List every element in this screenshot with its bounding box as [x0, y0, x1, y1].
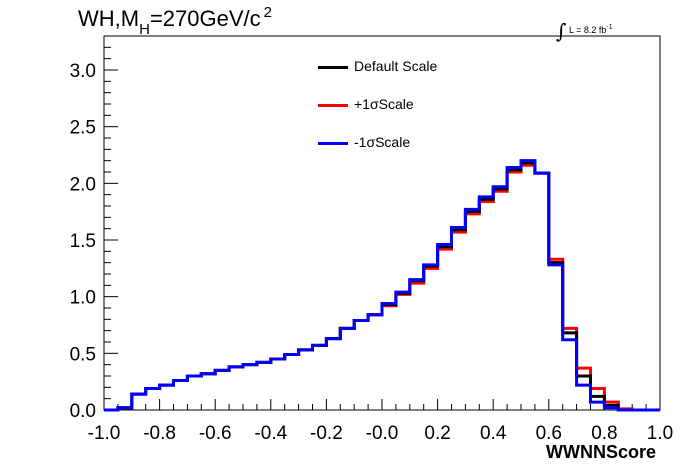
- legend-swatch-default: [318, 66, 348, 69]
- x-tick-label: -0.8: [143, 423, 176, 444]
- y-tick-label: 1.5: [70, 231, 96, 252]
- x-tick-label: -0.2: [310, 423, 343, 444]
- y-tick-label: 0.5: [70, 344, 96, 365]
- title-rest: =270GeV/c: [149, 6, 261, 31]
- y-tick-label: 3.0: [70, 61, 96, 82]
- x-tick-label: 0.8: [591, 423, 617, 444]
- x-axis: -1.0 -0.8 -0.6 -0.4 -0.2 -0.0 0.2 0.4 0.6 0.8 1.0: [88, 399, 673, 444]
- integral-symbol: ∫: [556, 19, 567, 43]
- series-layer: [104, 159, 660, 412]
- legend-label-plus1sigma: +1σScale: [354, 96, 414, 112]
- luminosity-label: ∫ L = 8.2 fb-1: [556, 14, 613, 43]
- x-tick-label: -1.0: [88, 423, 121, 444]
- x-tick-label: -0.4: [254, 423, 287, 444]
- y-tick-label: 2.5: [70, 118, 96, 139]
- series-minus1sigma-scale: [104, 159, 660, 412]
- luminosity-superscript: -1: [606, 24, 613, 31]
- x-tick-label: 0.2: [424, 423, 450, 444]
- y-axis: 0.0 0.5 1.0 1.5 2.0 2.5 3.0: [70, 46, 118, 422]
- x-axis-label: WWNNScore: [545, 442, 656, 462]
- legend-label-minus1sigma: -1σScale: [354, 134, 411, 150]
- title-subscript: H: [139, 21, 150, 38]
- y-tick-label: 0.0: [70, 401, 96, 422]
- x-tick-label: 0.6: [536, 423, 562, 444]
- plot-title: WH,MH=270GeV/c 2: [78, 4, 272, 38]
- legend-label-default: Default Scale: [354, 58, 438, 74]
- legend-swatch-minus1sigma: [318, 142, 348, 145]
- title-superscript: 2: [263, 4, 272, 21]
- title-main: WH,M: [78, 6, 140, 31]
- x-tick-label: -0.0: [366, 423, 399, 444]
- legend-swatch-plus1sigma: [318, 104, 348, 107]
- y-tick-label: 1.0: [70, 288, 96, 309]
- x-tick-label: 1.0: [647, 423, 673, 444]
- x-tick-label: 0.4: [480, 423, 507, 444]
- luminosity-text: L = 8.2 fb: [568, 25, 607, 35]
- y-tick-label: 2.0: [70, 174, 96, 195]
- x-tick-label: -0.6: [199, 423, 232, 444]
